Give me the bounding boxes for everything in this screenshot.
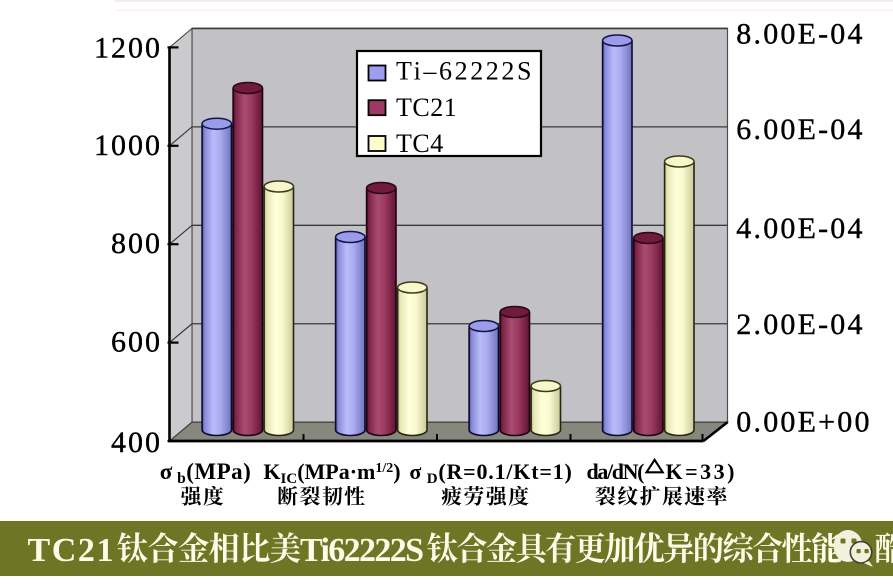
svg-text:8.00E-04: 8.00E-04 [736,18,864,51]
svg-text:1000: 1000 [94,129,162,162]
svg-text:0.00E+00: 0.00E+00 [736,406,871,439]
svg-text:σ b(MPa): σ b(MPa) [160,459,252,487]
svg-text:TC4: TC4 [396,129,444,158]
svg-text:800: 800 [111,227,162,260]
svg-text:TC21: TC21 [396,93,457,122]
svg-text:4.00E-04: 4.00E-04 [736,212,864,245]
svg-text:TC21: TC21 [28,532,116,569]
svg-text:400: 400 [111,426,162,459]
svg-text:da/dN(: da/dN( [587,459,645,484]
svg-text:K=33): K=33) [666,459,735,484]
svg-text:Ti–62222S: Ti–62222S [396,57,534,86]
svg-text:Ti62222S: Ti62222S [300,532,424,569]
svg-text:600: 600 [111,325,162,358]
svg-text:1200: 1200 [94,31,162,64]
svg-text:2.00E-04: 2.00E-04 [736,308,864,341]
svg-text:6.00E-04: 6.00E-04 [736,113,864,146]
